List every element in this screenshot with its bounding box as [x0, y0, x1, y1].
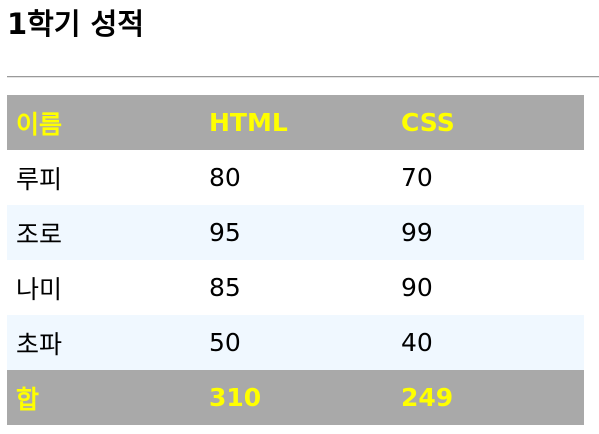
- table-row: 루피 80 70: [7, 150, 584, 205]
- cell-html: 95: [200, 205, 392, 260]
- cell-css: 40: [392, 315, 584, 370]
- header-name: 이름: [7, 95, 200, 150]
- table-row: 나미 85 90: [7, 260, 584, 315]
- header-html: HTML: [200, 95, 392, 150]
- cell-name: 나미: [7, 260, 200, 315]
- table-body: 루피 80 70 조로 95 99 나미 85 90 초파 50 40: [7, 150, 584, 370]
- table-row: 초파 50 40: [7, 315, 584, 370]
- cell-html: 50: [200, 315, 392, 370]
- cell-html: 85: [200, 260, 392, 315]
- cell-name: 루피: [7, 150, 200, 205]
- total-html: 310: [200, 370, 392, 425]
- table-header: 이름 HTML CSS: [7, 95, 584, 150]
- cell-css: 90: [392, 260, 584, 315]
- total-label: 합: [7, 370, 200, 425]
- grades-table: 이름 HTML CSS 루피 80 70 조로 95 99 나미 85 90: [7, 95, 584, 425]
- cell-name: 조로: [7, 205, 200, 260]
- cell-html: 80: [200, 150, 392, 205]
- cell-css: 70: [392, 150, 584, 205]
- header-css: CSS: [392, 95, 584, 150]
- header-row: 이름 HTML CSS: [7, 95, 584, 150]
- table-footer: 합 310 249: [7, 370, 584, 425]
- cell-name: 초파: [7, 315, 200, 370]
- total-row: 합 310 249: [7, 370, 584, 425]
- table-row: 조로 95 99: [7, 205, 584, 260]
- cell-css: 99: [392, 205, 584, 260]
- page-title: 1학기 성적: [7, 7, 144, 41]
- divider: [7, 76, 599, 78]
- total-css: 249: [392, 370, 584, 425]
